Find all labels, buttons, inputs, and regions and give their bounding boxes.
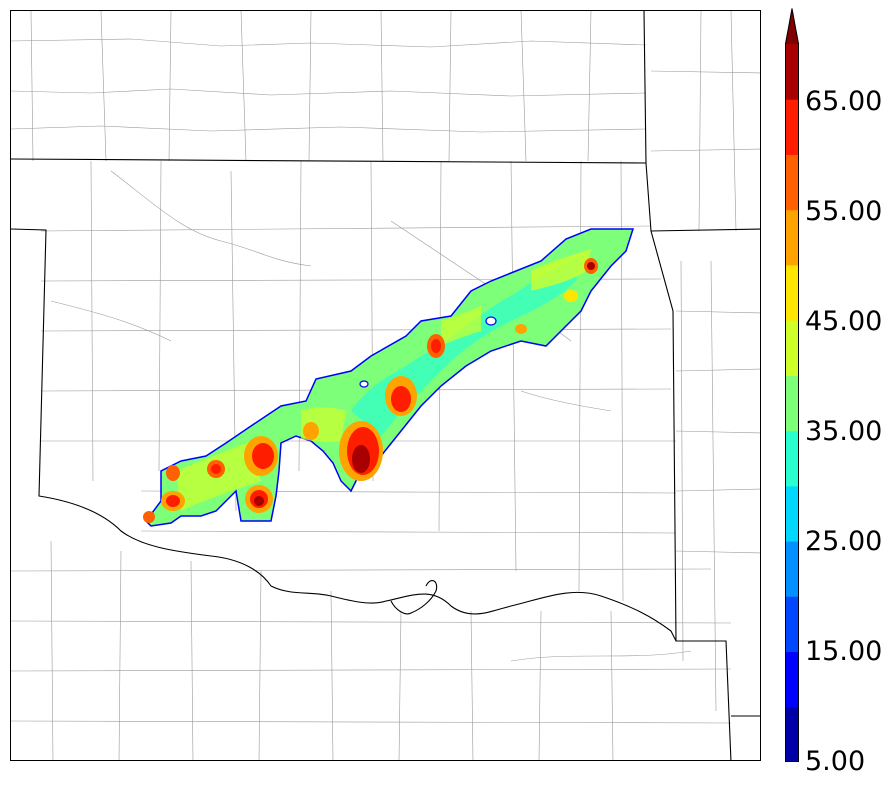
- colorbar-tick-label: 45.00: [805, 306, 883, 337]
- map-panel: [10, 10, 761, 761]
- colorbar-bin: [785, 430, 799, 487]
- colorbar-bin: [785, 44, 799, 100]
- colorbar-bin: [785, 264, 799, 321]
- state-borders: [11, 11, 760, 760]
- colorbar-bin: [785, 541, 799, 597]
- colorbar-bin: [785, 706, 799, 762]
- colorbar-bin: [785, 320, 799, 376]
- map-canvas: [11, 11, 760, 760]
- reflectivity-swath: [143, 228, 635, 527]
- colorbar-bin: [785, 651, 799, 708]
- colorbar-tick-label: 15.00: [805, 636, 883, 667]
- colorbar-extend-arrow: [785, 8, 799, 44]
- colorbar-bin: [785, 154, 799, 211]
- colorbar: [785, 8, 799, 762]
- colorbar-tick-label: 55.00: [805, 196, 883, 227]
- colorbar-tick-label: 25.00: [805, 526, 883, 557]
- colorbar-bin: [785, 596, 799, 653]
- colorbar-bin: [785, 485, 799, 542]
- colorbar-tick-label: 35.00: [805, 416, 883, 447]
- county-borders: [11, 11, 760, 760]
- colorbar-tick-label: 65.00: [805, 86, 883, 117]
- colorbar-tick-label: 5.00: [805, 746, 866, 777]
- colorbar-bin: [785, 99, 799, 155]
- colorbar-outline: [785, 8, 799, 762]
- colorbar-bin: [785, 375, 799, 432]
- colorbar-bin: [785, 209, 799, 266]
